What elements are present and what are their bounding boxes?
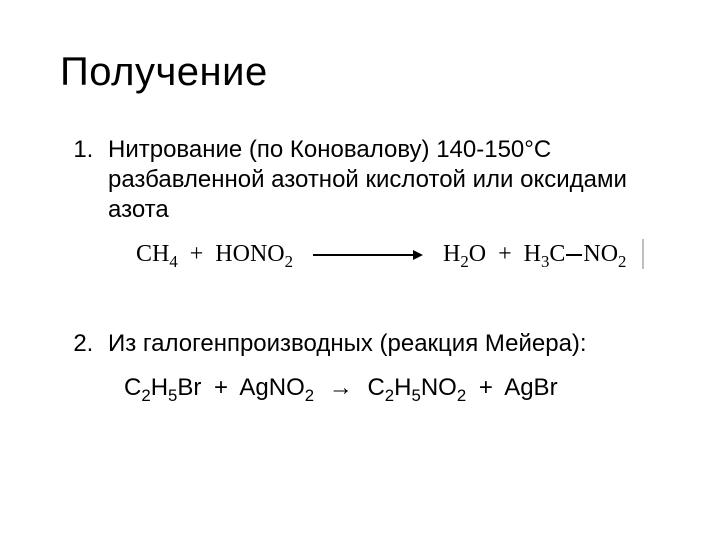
equation-1: CH4 + HONO2 H2O + H3C NO2 bbox=[130, 237, 632, 271]
bond-icon bbox=[566, 254, 582, 256]
eq1-rhs-no2: NO2 bbox=[583, 241, 626, 267]
slide: Получение Нитрование (по Коновалову) 140… bbox=[0, 0, 720, 540]
point-1: Нитрование (по Коновалову) 140-150°С раз… bbox=[100, 135, 680, 269]
eq2-rhs-c2h5no2: C2H5NO2 bbox=[367, 374, 466, 401]
eq1-rhs-h2o: H2O bbox=[443, 241, 486, 267]
slide-title: Получение bbox=[60, 50, 680, 95]
eq2-plus-1: + bbox=[208, 374, 234, 401]
eq1-lhs-ch4: CH4 bbox=[136, 241, 178, 267]
arrow-long-icon bbox=[313, 249, 423, 261]
eq2-rhs-agbr: AgBr bbox=[504, 374, 557, 401]
eq1-rhs-h3c: H3C bbox=[524, 241, 566, 267]
point-1-text: Нитрование (по Коновалову) 140-150°С раз… bbox=[108, 136, 627, 223]
equation-2-wrap: C2H5Br + AgNO2 → C2H5NO2 + AgBr bbox=[118, 373, 680, 403]
eq2-lhs-c2h5br: C2H5Br bbox=[124, 374, 201, 401]
arrow-short-icon: → bbox=[321, 374, 361, 401]
point-2: Из галогенпроизводных (реакция Мейера): … bbox=[100, 329, 680, 403]
equation-2: C2H5Br + AgNO2 → C2H5NO2 + AgBr bbox=[118, 370, 564, 405]
eq1-plus-2: + bbox=[492, 241, 518, 267]
points-list: Нитрование (по Коновалову) 140-150°С раз… bbox=[40, 135, 680, 403]
equation-1-box: CH4 + HONO2 H2O + H3C NO2 bbox=[130, 239, 644, 269]
eq2-lhs-agno2: AgNO2 bbox=[239, 374, 314, 401]
point-2-text: Из галогенпроизводных (реакция Мейера): bbox=[108, 330, 587, 357]
eq1-plus-1: + bbox=[184, 241, 210, 267]
eq2-plus-2: + bbox=[473, 374, 499, 401]
eq1-lhs-hono2: HONO2 bbox=[215, 241, 293, 267]
equation-1-wrap: CH4 + HONO2 H2O + H3C NO2 bbox=[108, 239, 680, 269]
